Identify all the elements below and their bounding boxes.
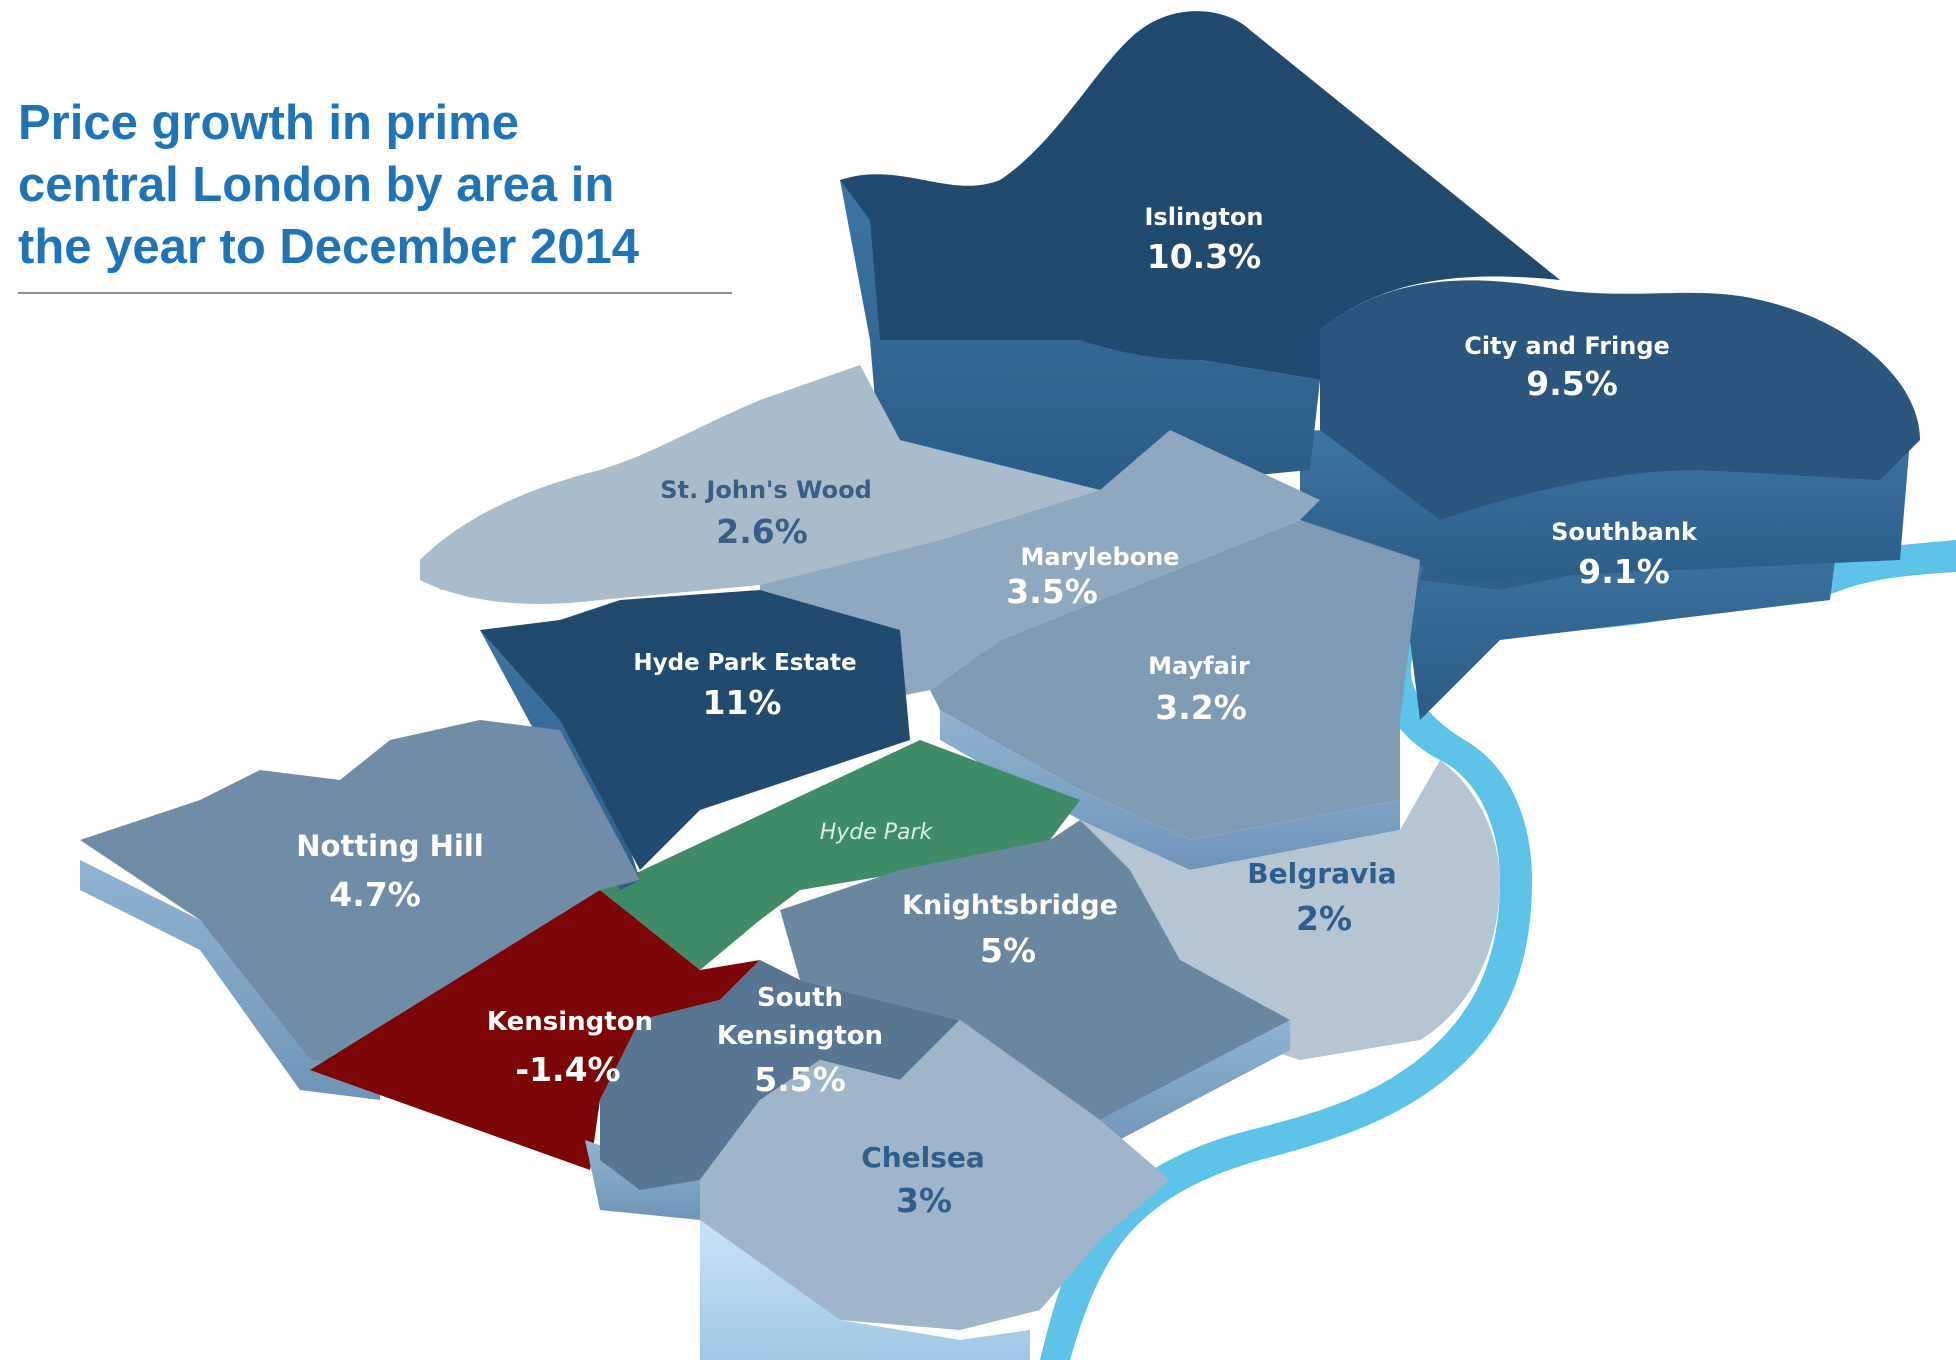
label-chelsea-name: Chelsea	[861, 1141, 985, 1174]
label-stjohns-name: St. John's Wood	[660, 476, 872, 504]
map-title: Price growth in prime central London by …	[18, 92, 738, 278]
chelsea-side	[700, 1220, 1030, 1360]
mayfair-side	[940, 710, 1400, 870]
river-thames	[1040, 540, 1956, 1360]
label-islington-growth: 10.3%	[1147, 237, 1262, 276]
title-line-3: the year to December 2014	[18, 220, 639, 274]
label-city-growth: 9.5%	[1526, 364, 1618, 403]
mayfair-area[interactable]	[930, 520, 1420, 840]
city-area[interactable]	[1320, 280, 1920, 520]
label-nottinghill-growth: 4.7%	[329, 875, 421, 914]
southken-area[interactable]	[600, 960, 960, 1190]
label-kensington-name: Kensington	[487, 1007, 653, 1037]
title-divider	[18, 292, 732, 294]
label-nottinghill-name: Notting Hill	[296, 829, 483, 863]
label-chelsea-growth: 3%	[896, 1181, 952, 1220]
nottinghill-side	[80, 860, 380, 1100]
label-knightsbridge-name: Knightsbridge	[902, 890, 1118, 921]
label-mayfair-growth: 3.2%	[1155, 688, 1247, 727]
title-line-2: central London by area in	[18, 158, 615, 212]
label-hyde-park: Hyde Park	[820, 820, 934, 845]
label-southbank-name: Southbank	[1551, 518, 1698, 546]
chelsea-area[interactable]	[700, 1020, 1170, 1330]
islington-area[interactable]	[840, 11, 1560, 380]
label-islington-name: Islington	[1145, 203, 1264, 231]
label-southken-name-line2: Kensington	[717, 1021, 883, 1051]
area-labels: Islington 10.3% City and Fringe 9.5% Sou…	[296, 203, 1698, 1220]
label-knightsbridge-growth: 5%	[980, 931, 1036, 970]
label-belgravia-name: Belgravia	[1247, 857, 1396, 890]
stjohns-area[interactable]	[420, 365, 1100, 604]
nottinghill-area[interactable]	[80, 720, 640, 1070]
label-hydeparkestate-name: Hyde Park Estate	[633, 650, 856, 676]
label-southbank-growth: 9.1%	[1578, 552, 1670, 591]
label-city-name: City and Fringe	[1464, 332, 1670, 360]
label-southken-name-line1: South	[757, 983, 843, 1013]
hyde-park[interactable]	[600, 740, 1080, 970]
hydeparkestate-area[interactable]	[480, 590, 910, 870]
label-marylebone-name: Marylebone	[1020, 543, 1179, 571]
label-southken-growth: 5.5%	[754, 1060, 846, 1099]
label-kensington-growth: -1.4%	[515, 1050, 620, 1089]
label-stjohns-growth: 2.6%	[716, 512, 808, 551]
knightsbridge-area[interactable]	[780, 820, 1290, 1120]
label-mayfair-name: Mayfair	[1148, 652, 1250, 680]
label-belgravia-growth: 2%	[1296, 899, 1352, 938]
title-line-1: Price growth in prime	[18, 96, 519, 150]
label-marylebone-growth: 3.5%	[1006, 572, 1098, 611]
label-hydeparkestate-growth: 11%	[703, 683, 782, 722]
kensington-area[interactable]	[310, 890, 760, 1170]
